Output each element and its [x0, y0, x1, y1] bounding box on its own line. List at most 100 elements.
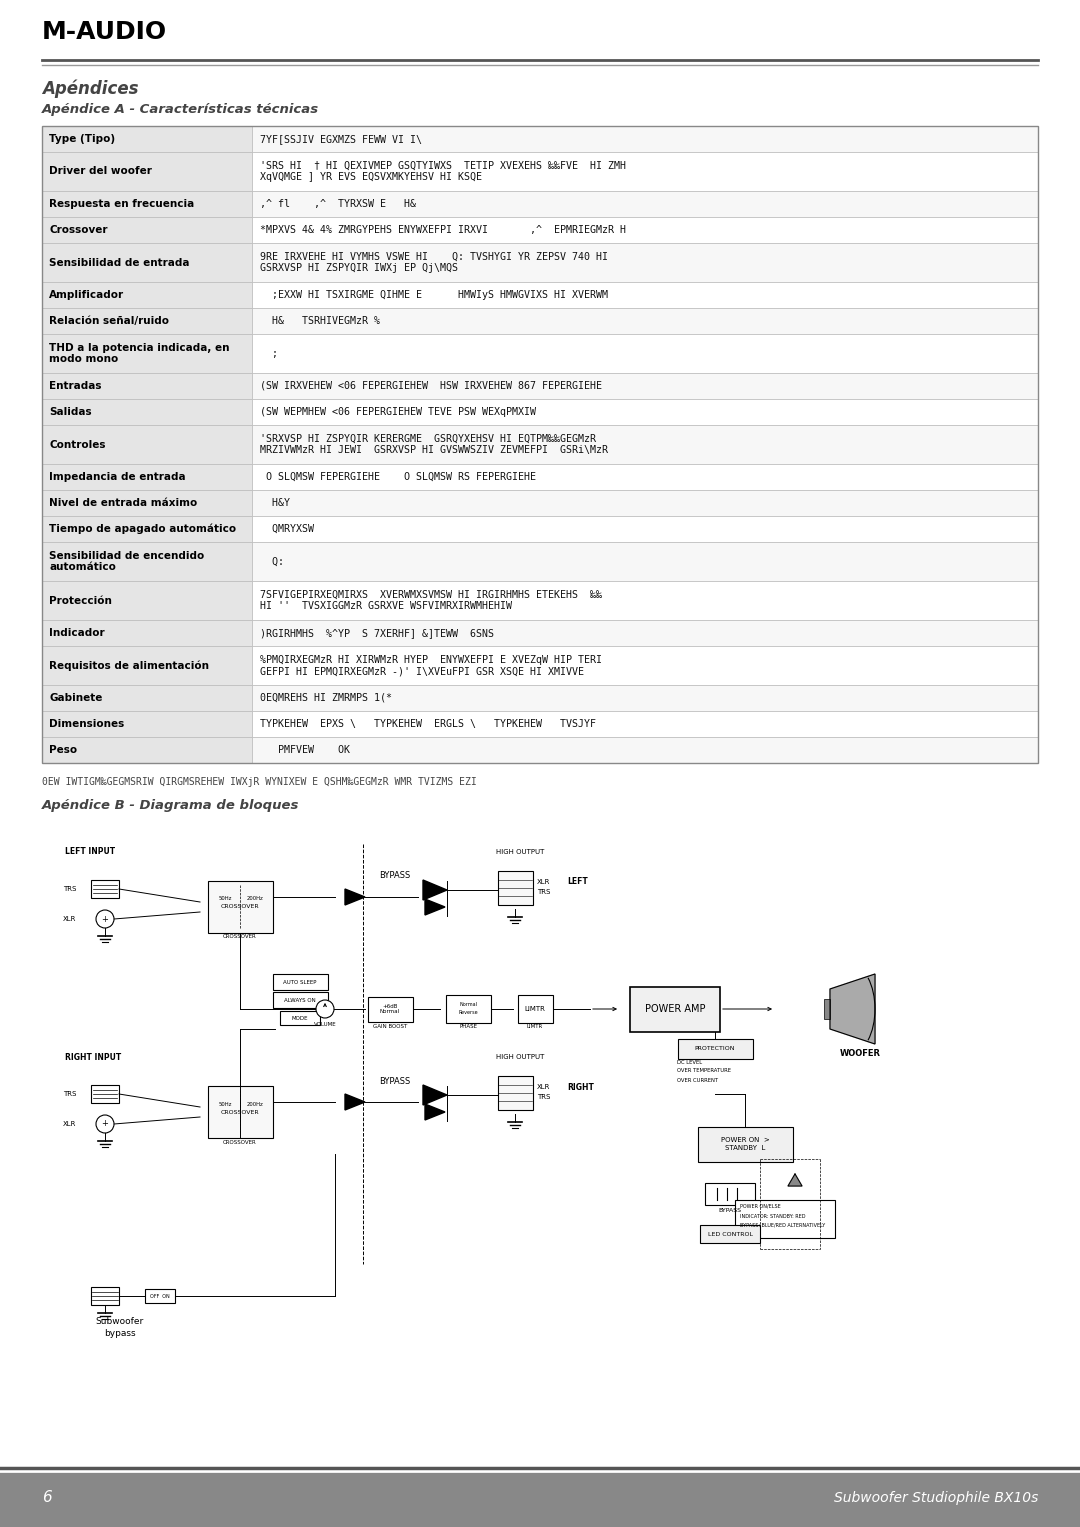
Text: TRS: TRS — [537, 889, 551, 895]
Circle shape — [316, 1000, 334, 1019]
Circle shape — [96, 910, 114, 928]
Text: HIGH OUTPUT: HIGH OUTPUT — [496, 849, 544, 855]
Text: Subwoofer Studiophile BX10s: Subwoofer Studiophile BX10s — [834, 1490, 1038, 1506]
Text: XLR: XLR — [63, 916, 77, 922]
Text: Entradas: Entradas — [49, 382, 102, 391]
Bar — [824, 999, 831, 1019]
Text: BYPASS: BLUE/RED ALTERNATIVELY: BYPASS: BLUE/RED ALTERNATIVELY — [740, 1223, 825, 1228]
Text: Q:: Q: — [260, 556, 284, 567]
Circle shape — [96, 1115, 114, 1133]
Text: PHASE: PHASE — [459, 1023, 477, 1029]
Bar — [446, 996, 490, 1023]
Text: LIMTR: LIMTR — [525, 1006, 545, 1012]
Bar — [280, 1011, 320, 1025]
Text: Protección: Protección — [49, 596, 112, 606]
Text: CROSSOVER: CROSSOVER — [220, 1110, 259, 1115]
Bar — [252, 217, 1038, 243]
Bar — [272, 974, 327, 989]
Bar — [42, 425, 252, 464]
Bar — [252, 464, 1038, 490]
Bar — [252, 153, 1038, 191]
Text: VOLUME: VOLUME — [313, 1022, 336, 1026]
Bar — [252, 646, 1038, 686]
Text: BYPASS: BYPASS — [379, 1077, 410, 1086]
Text: GAIN BOOST: GAIN BOOST — [373, 1023, 407, 1029]
Polygon shape — [423, 880, 447, 899]
Text: DC LEVEL: DC LEVEL — [677, 1060, 702, 1064]
Text: Salidas: Salidas — [49, 408, 92, 417]
Text: 6: 6 — [42, 1490, 52, 1506]
Bar — [252, 127, 1038, 153]
Bar — [42, 127, 252, 153]
Text: XLR: XLR — [537, 1084, 551, 1090]
Text: (SW IRXVEHEW <06 FEPERGIEHEW  HSW IRXVEHEW 867 FEPERGIEHE: (SW IRXVEHEW <06 FEPERGIEHEW HSW IRXVEHE… — [260, 382, 602, 391]
Text: Type (Tipo): Type (Tipo) — [49, 134, 116, 144]
Text: 0EQMREHS HI ZMRMPS 1(*: 0EQMREHS HI ZMRMPS 1(* — [260, 693, 392, 702]
Text: Respuesta en frecuencia: Respuesta en frecuencia — [49, 199, 194, 209]
Text: 50Hz: 50Hz — [218, 1101, 232, 1107]
Bar — [42, 686, 252, 712]
Bar — [252, 308, 1038, 334]
Text: O SLQMSW FEPERGIEHE    O SLQMSW RS FEPERGIEHE: O SLQMSW FEPERGIEHE O SLQMSW RS FEPERGIE… — [260, 472, 536, 483]
Bar — [207, 881, 272, 933]
Text: CROSSOVER: CROSSOVER — [224, 1139, 257, 1145]
Text: ALWAYS ON: ALWAYS ON — [284, 997, 315, 1003]
Text: Impedancia de entrada: Impedancia de entrada — [49, 472, 186, 483]
Bar — [705, 1183, 755, 1205]
Text: 'SRS HI  † HI QEXIVMEP GSQTYIWXS  TETIP XVEXEHS ‰‰FVE  HI ZMH
XqVQMGE ] YR EVS E: 'SRS HI † HI QEXIVMEP GSQTYIWXS TETIP XV… — [260, 160, 626, 182]
Bar — [0, 1474, 1080, 1527]
Bar — [252, 191, 1038, 217]
Text: Amplificador: Amplificador — [49, 290, 124, 299]
Bar — [42, 620, 252, 646]
Bar — [252, 686, 1038, 712]
Bar — [698, 1127, 793, 1162]
Bar — [252, 580, 1038, 620]
Text: Sensibilidad de entrada: Sensibilidad de entrada — [49, 258, 189, 267]
Text: 200Hz: 200Hz — [246, 1101, 264, 1107]
Text: AUTO SLEEP: AUTO SLEEP — [283, 979, 316, 985]
Polygon shape — [788, 1174, 802, 1186]
Text: CROSSOVER: CROSSOVER — [220, 904, 259, 910]
Text: Dimensiones: Dimensiones — [49, 719, 124, 728]
Bar — [42, 373, 252, 399]
Text: TRS: TRS — [63, 886, 77, 892]
Text: 7SFVIGEPIRXEQMIRXS  XVERWMXSVMSW HI IRGIRHMHS ETEKEHS  ‰‰
HI ''  TVSXIGGMzR GSRX: 7SFVIGEPIRXEQMIRXS XVERWMXSVMSW HI IRGIR… — [260, 589, 602, 611]
Text: QMRYXSW: QMRYXSW — [260, 524, 314, 534]
Bar — [252, 399, 1038, 425]
Text: OVER TEMPERATURE: OVER TEMPERATURE — [677, 1069, 731, 1073]
Text: (SW WEPMHEW <06 FEPERGIEHEW TEVE PSW WEXqPMXIW: (SW WEPMHEW <06 FEPERGIEHEW TEVE PSW WEX… — [260, 408, 536, 417]
Bar — [498, 1077, 532, 1110]
Bar — [207, 1086, 272, 1138]
Text: INDICATOR: STANDBY: RED: INDICATOR: STANDBY: RED — [740, 1214, 806, 1219]
Text: Driver del woofer: Driver del woofer — [49, 166, 152, 177]
Bar — [517, 996, 553, 1023]
Text: H&   TSRHIVEGMzR %: H& TSRHIVEGMzR % — [260, 316, 380, 325]
Text: 200Hz: 200Hz — [246, 896, 264, 901]
Text: WOOFER: WOOFER — [839, 1049, 880, 1058]
Text: RIGHT: RIGHT — [567, 1083, 594, 1092]
Text: XLR: XLR — [63, 1121, 77, 1127]
Bar — [252, 620, 1038, 646]
Text: Apéndice A - Características técnicas: Apéndice A - Características técnicas — [42, 102, 319, 116]
Text: Reverse: Reverse — [458, 1011, 477, 1015]
Bar — [42, 308, 252, 334]
Polygon shape — [345, 1093, 365, 1110]
Polygon shape — [426, 899, 445, 915]
Text: bypass: bypass — [104, 1328, 136, 1338]
Text: )RGIRHMHS  %^YP  S 7XERHF] &]TEWW  6SNS: )RGIRHMHS %^YP S 7XERHF] &]TEWW 6SNS — [260, 628, 494, 638]
Text: +: + — [102, 1119, 108, 1128]
Text: Gabinete: Gabinete — [49, 693, 103, 702]
Bar — [42, 464, 252, 490]
Text: PMFVEW    OK: PMFVEW OK — [260, 745, 350, 754]
Bar — [252, 490, 1038, 516]
Text: LIMTR: LIMTR — [527, 1023, 543, 1029]
Text: POWER ON/ELSE: POWER ON/ELSE — [740, 1203, 781, 1208]
Bar — [252, 425, 1038, 464]
Bar — [42, 490, 252, 516]
Bar — [252, 373, 1038, 399]
Text: Nivel de entrada máximo: Nivel de entrada máximo — [49, 498, 198, 508]
Bar — [252, 712, 1038, 738]
Text: TRS: TRS — [537, 1093, 551, 1099]
Bar — [91, 1086, 119, 1102]
Text: Requisitos de alimentación: Requisitos de alimentación — [49, 660, 210, 670]
